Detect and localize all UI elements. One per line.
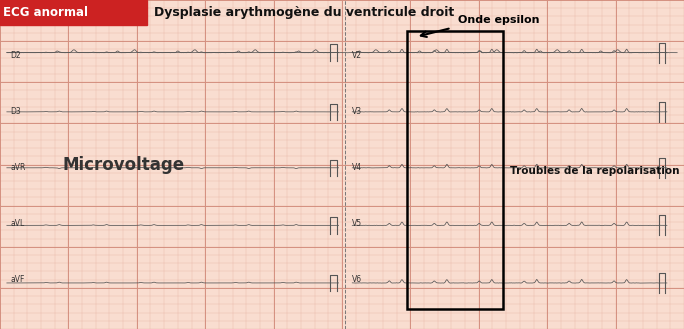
Text: aVR: aVR [10,163,25,172]
Text: Dysplasie arythmogène du ventricule droit: Dysplasie arythmogène du ventricule droi… [154,6,454,19]
Text: D3: D3 [10,107,21,116]
Text: Troubles de la repolarisation: Troubles de la repolarisation [510,166,679,176]
Text: V2: V2 [352,51,363,60]
Text: Microvoltage: Microvoltage [62,156,184,173]
Text: V5: V5 [352,219,363,228]
Bar [407,31,503,309]
Text: Onde epsilon: Onde epsilon [458,15,540,25]
Text: V6: V6 [352,275,363,284]
Text: V4: V4 [352,163,363,172]
Text: ECG anormal: ECG anormal [3,6,88,19]
Text: V3: V3 [352,107,363,116]
Text: aVL: aVL [10,219,25,228]
Text: D2: D2 [10,51,21,60]
Text: aVF: aVF [10,275,25,284]
Bar [0,0,147,25]
